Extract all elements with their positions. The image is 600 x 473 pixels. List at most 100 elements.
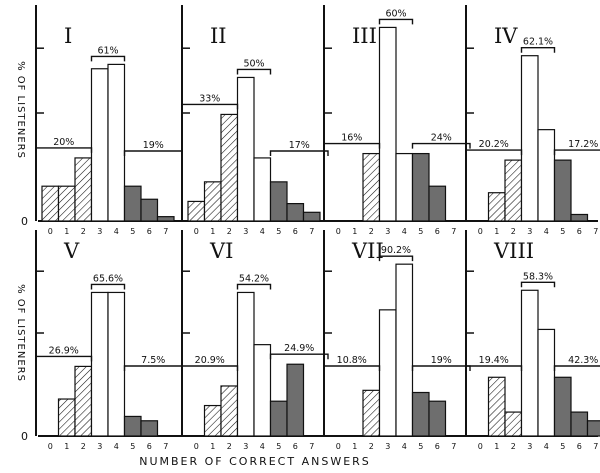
x-tick-label: 5 [130,442,135,451]
chart-panel-viii: VIII 0 1 2 3 4 5 6 7 19.4% 58.3% 42.3% [465,230,600,451]
group-percent-label: 19% [143,140,164,151]
group-percent-label: 33% [199,93,220,104]
x-tick-label: 1 [64,227,69,236]
x-tick-label: 5 [418,227,423,236]
group-bracket [323,365,381,371]
x-tick-label: 2 [81,442,86,451]
group-percent-label: 17.2% [568,139,598,150]
x-tick-label: 4 [402,442,407,451]
group-percent-label: 90.2% [381,245,411,256]
chart-panel-i: I 0 1 2 3 4 5 6 7 20% 61% 19% [35,5,183,236]
group-bracket [378,255,414,262]
x-tick-label: 3 [385,227,390,236]
y-axis-title-top: % OF LISTENERS [15,61,26,159]
bar-6 [140,420,159,437]
bar-2 [74,157,93,222]
x-tick-label: 3 [243,227,248,236]
panel-title: V [63,239,80,263]
x-tick-label: 4 [114,227,119,236]
group-bracket [35,355,93,362]
x-tick-label: 1 [494,442,499,451]
x-tick-label: 3 [385,442,390,451]
bar-4 [395,263,414,437]
group-bracket [123,150,183,156]
group-percent-label: 62.1% [523,37,553,48]
chart-panel-iii: III 0 1 2 3 4 5 6 7 16% 60% 24% [323,5,471,236]
group-bracket [411,142,471,149]
x-tick-label: 5 [418,442,423,451]
group-percent-label: 42.3% [568,355,598,366]
x-tick-label: 0 [194,442,199,451]
x-tick-label: 0 [48,442,53,451]
bar-1 [487,376,506,437]
panel-title: VIII [493,239,534,263]
group-percent-label: 24% [431,133,452,144]
bar-6 [286,203,305,222]
x-tick-label: 4 [260,442,265,451]
x-tick-label: 1 [352,442,357,451]
group-bracket [378,18,414,25]
x-tick-label: 4 [544,227,549,236]
bar-6 [570,213,589,222]
bar-2 [220,385,239,437]
bar-1 [203,181,222,222]
bar-2 [74,365,93,437]
x-tick-label: 0 [478,442,483,451]
group-percent-label: 24.9% [284,343,314,354]
group-percent-label: 54.2% [239,273,269,284]
x-tick-label: 3 [527,227,532,236]
group-percent-label: 7.5% [141,355,165,366]
panel-title: II [210,24,227,48]
x-tick-label: 6 [577,442,582,451]
group-percent-label: 60% [385,8,406,19]
bar-6 [570,411,589,437]
panel-title: III [352,24,377,48]
panel-title: IV [494,24,518,48]
bar-3 [236,291,255,437]
group-percent-label: 61% [97,45,118,56]
group-bracket [90,283,126,290]
bar-3 [90,68,109,222]
x-tick-label: 0 [478,227,483,236]
group-percent-label: 58.3% [523,271,553,282]
x-tick-label: 6 [435,227,440,236]
bar-5 [411,391,430,437]
bar-7 [586,420,600,437]
chart-panel-vii: VII 0 1 2 3 4 5 6 7 10.8% 90.2% 19% [323,230,471,451]
group-bracket [553,365,600,371]
group-percent-label: 16% [341,133,362,144]
bar-4 [537,328,556,437]
bar-5 [553,159,572,222]
bar-0 [41,185,60,222]
x-tick-label: 4 [260,227,265,236]
bar-2 [504,159,523,222]
group-bracket [35,147,93,153]
bar-4 [253,344,272,437]
x-tick-label: 6 [577,227,582,236]
group-bracket [465,149,523,156]
bar-6 [140,198,159,222]
group-bracket [323,142,381,149]
panel-title: VII [351,239,384,263]
x-tick-label: 7 [163,227,168,236]
x-tick-label: 3 [97,227,102,236]
x-tick-label: 2 [369,442,374,451]
bar-4 [537,129,556,222]
group-bracket [123,365,183,371]
bar-1 [57,185,76,222]
x-tick-label: 2 [511,227,516,236]
group-percent-label: 26.9% [49,345,79,356]
bar-5 [123,415,142,437]
bar-6 [286,363,305,437]
group-percent-label: 50% [243,58,264,69]
x-tick-label: 2 [369,227,374,236]
x-axis-title: NUMBER OF CORRECT ANSWERS [139,455,371,468]
x-tick-label: 7 [309,442,314,451]
group-bracket [520,47,556,53]
chart-panel-iv: IV 0 1 2 3 4 5 6 7 20.2% 62.1% 17.2% [465,5,600,236]
y-zero-label-bottom: 0 [21,430,28,443]
x-tick-label: 2 [81,227,86,236]
bar-7 [302,211,321,222]
x-tick-label: 7 [451,227,456,236]
